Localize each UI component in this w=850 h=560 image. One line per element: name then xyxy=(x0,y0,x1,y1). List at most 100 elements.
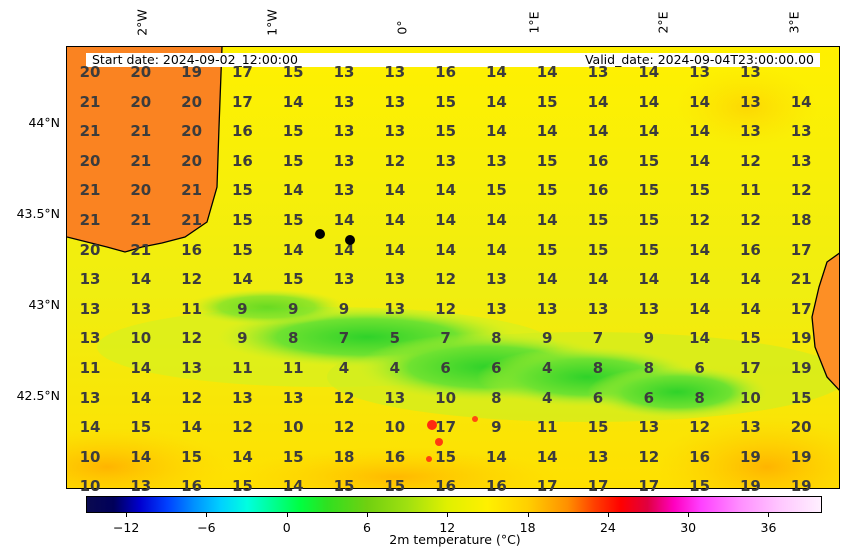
grid-value: 18 xyxy=(333,447,355,466)
grid-value: 16 xyxy=(435,63,457,81)
lon-label-1w: 1°W xyxy=(264,9,280,36)
grid-value: 21 xyxy=(181,211,203,229)
grid-value: 16 xyxy=(587,151,609,170)
grid-value: 10 xyxy=(739,388,761,407)
grid-value: 9 xyxy=(491,418,502,437)
grid-value: 7 xyxy=(592,329,604,348)
grid-value: 14 xyxy=(638,92,660,111)
grid-value: 13 xyxy=(485,270,507,289)
lat-label-43-5n: 43.5°N xyxy=(16,206,60,221)
grid-value: 19 xyxy=(739,447,761,466)
grid-value: 12 xyxy=(739,151,761,170)
grid-value: 14 xyxy=(485,447,507,466)
lon-label-2e: 2°E xyxy=(655,11,671,34)
grid-value: 15 xyxy=(384,477,406,496)
grid-value: 12 xyxy=(689,418,711,437)
grid-value: 11 xyxy=(181,299,203,318)
grid-value: 10 xyxy=(79,447,101,466)
lon-label-3e: 3°E xyxy=(786,11,802,34)
grid-value: 13 xyxy=(384,92,406,111)
grid-value: 10 xyxy=(435,388,457,407)
grid-value: 13 xyxy=(485,299,507,318)
grid-value: 13 xyxy=(384,63,406,81)
grid-value: 13 xyxy=(485,151,507,170)
grid-value: 15 xyxy=(587,418,609,437)
colorbar-tick-label: 18 xyxy=(519,520,536,535)
grid-value: 15 xyxy=(536,240,558,259)
grid-value: 14 xyxy=(485,240,507,259)
grid-value: 13 xyxy=(384,270,406,289)
grid-value: 12 xyxy=(181,329,203,348)
grid-value: 11 xyxy=(536,418,558,437)
colorbar-tick-label: −12 xyxy=(112,520,140,535)
grid-value: 15 xyxy=(536,92,558,111)
grid-value: 13 xyxy=(384,122,406,141)
grid-value: 16 xyxy=(181,477,203,496)
grid-value: 13 xyxy=(333,92,355,111)
grid-value: 16 xyxy=(231,151,253,170)
colorbar-tick-mark xyxy=(126,513,128,517)
grid-value: 14 xyxy=(130,388,152,407)
grid-value: 17 xyxy=(587,477,609,496)
grid-value: 9 xyxy=(338,299,350,318)
grid-value: 11 xyxy=(231,359,253,377)
grid-value: 14 xyxy=(689,92,711,111)
grid-value: 14 xyxy=(790,92,812,111)
grid-value: 7 xyxy=(338,329,350,348)
grid-value: 12 xyxy=(181,388,203,407)
grid-value: 14 xyxy=(384,240,406,259)
grid-value: 15 xyxy=(231,240,253,259)
colorbar-tick-mark xyxy=(367,513,369,517)
grid-value: 12 xyxy=(333,388,355,407)
grid-value: 7 xyxy=(440,329,451,348)
grid-value: 13 xyxy=(587,299,609,318)
grid-value: 17 xyxy=(536,477,558,496)
grid-value: 15 xyxy=(435,122,457,141)
grid-value: 16 xyxy=(435,477,457,496)
grid-value: 14 xyxy=(536,447,558,466)
grid-value: 12 xyxy=(689,211,711,229)
grid-value: 15 xyxy=(130,418,152,437)
grid-value: 13 xyxy=(282,388,304,407)
lon-label-0: 0° xyxy=(394,20,410,35)
grid-value: 13 xyxy=(587,447,609,466)
grid-value: 13 xyxy=(333,122,355,141)
grid-value: 14 xyxy=(130,270,152,289)
colorbar-tick-label: 6 xyxy=(363,520,371,535)
grid-value: 15 xyxy=(638,181,660,200)
grid-value: 12 xyxy=(384,151,406,170)
grid-value: 14 xyxy=(536,122,558,141)
grid-value: 14 xyxy=(485,63,507,81)
grid-value: 14 xyxy=(130,359,152,377)
grid-value: 12 xyxy=(638,447,660,466)
grid-value: 14 xyxy=(638,270,660,289)
grid-value: 14 xyxy=(689,299,711,318)
grid-value: 21 xyxy=(790,270,812,289)
grid-value: 20 xyxy=(181,151,203,170)
grid-value: 20 xyxy=(130,63,152,81)
grid-value: 14 xyxy=(282,240,304,259)
grid-value: 19 xyxy=(790,447,812,466)
grid-value: 4 xyxy=(541,388,553,407)
grid-value: 13 xyxy=(739,63,761,81)
grid-value: 14 xyxy=(485,122,507,141)
grid-value: 14 xyxy=(231,270,253,289)
grid-value: 13 xyxy=(739,418,761,437)
grid-value: 15 xyxy=(282,211,304,229)
grid-value: 14 xyxy=(536,63,558,81)
grid-value: 20 xyxy=(79,63,101,81)
grid-value: 9 xyxy=(643,329,655,348)
grid-value: 14 xyxy=(435,240,457,259)
grid-value: 13 xyxy=(79,329,101,348)
grid-value: 8 xyxy=(287,329,299,348)
grid-value: 16 xyxy=(739,240,761,259)
grid-value: 14 xyxy=(739,270,761,289)
grid-value: 14 xyxy=(689,122,711,141)
grid-value: 21 xyxy=(79,122,101,141)
grid-value: 21 xyxy=(130,211,152,229)
grid-value: 21 xyxy=(79,92,101,111)
grid-value: 21 xyxy=(79,211,101,229)
start-date-label: Start date: 2024-09-02_12:00:00 xyxy=(92,52,298,67)
grid-value: 15 xyxy=(435,447,457,466)
grid-value: 15 xyxy=(181,447,203,466)
